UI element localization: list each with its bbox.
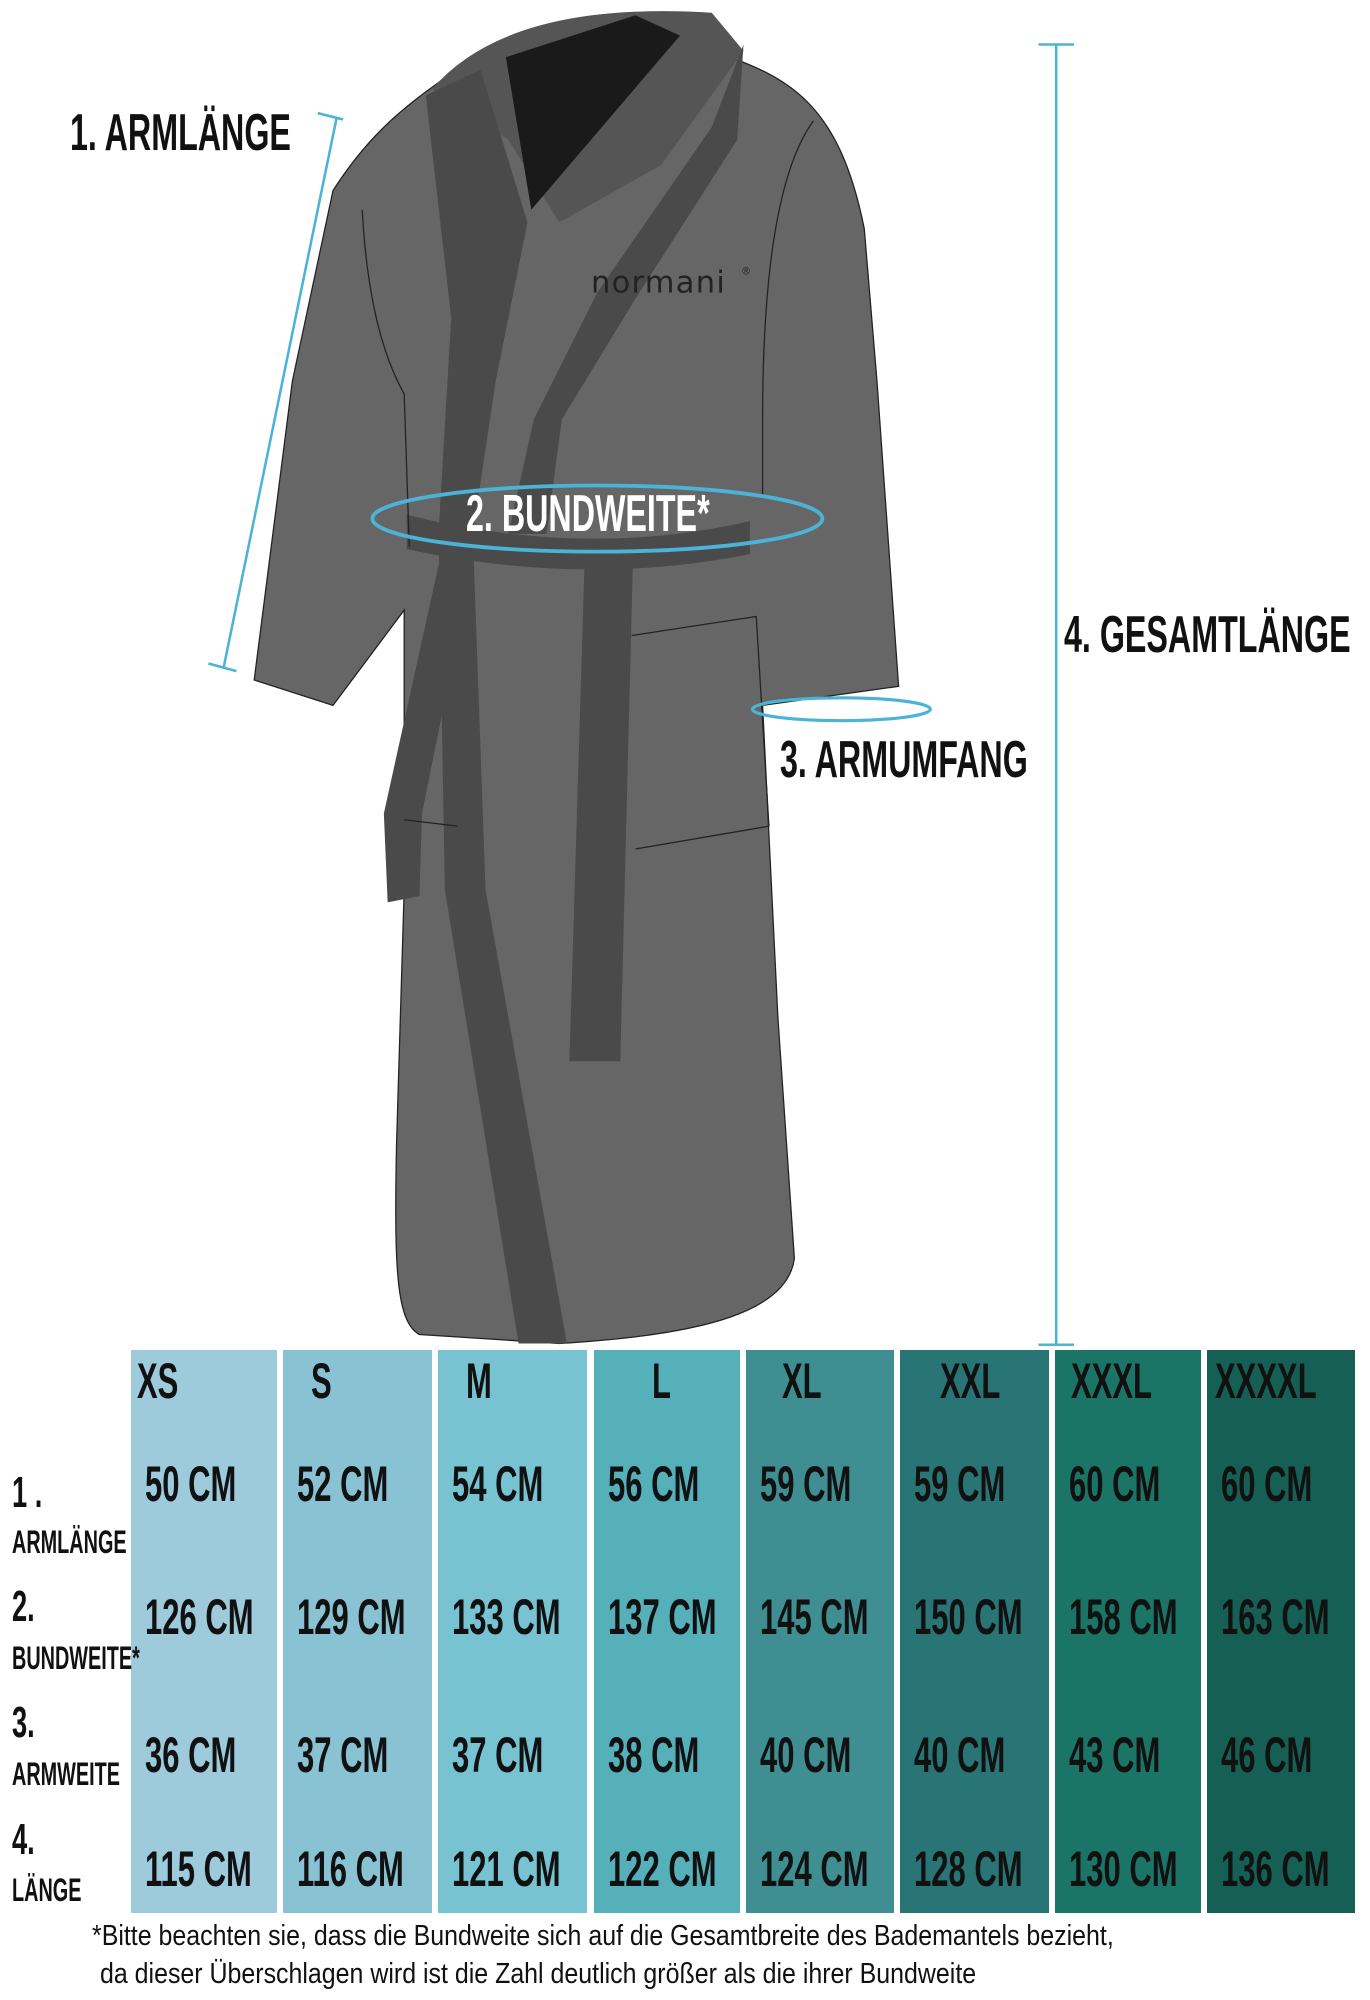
robe-neck-opening — [505, 15, 680, 210]
size-value: 37 CM — [452, 1727, 544, 1783]
size-header: XXL — [940, 1353, 1001, 1409]
brand-logo: normani — [591, 265, 726, 300]
size-value: 60 CM — [1221, 1456, 1313, 1512]
arm-length-label: 1. ARMLÄNGE — [70, 104, 291, 162]
row-number: 3. — [12, 1698, 35, 1747]
total-length-label: 4. GESAMTLÄNGE — [1064, 606, 1351, 664]
size-value: 137 CM — [608, 1589, 717, 1645]
size-value: 136 CM — [1221, 1841, 1330, 1897]
size-value: 40 CM — [914, 1727, 1006, 1783]
arm-length-cap-bottom — [208, 662, 237, 673]
size-header: XS — [137, 1353, 179, 1409]
size-header: XXXXL — [1215, 1353, 1317, 1409]
row-number: 2. — [12, 1582, 35, 1631]
size-value: 59 CM — [914, 1456, 1006, 1512]
size-value: 38 CM — [608, 1727, 700, 1783]
waist-ellipse — [370, 483, 825, 554]
size-value: 122 CM — [608, 1841, 717, 1897]
size-header: XXXL — [1071, 1353, 1152, 1409]
footnote-line-1: *Bitte beachten sie, dass die Bundweite … — [92, 1920, 1114, 1952]
size-column-xl — [746, 1350, 894, 1913]
size-column-xxl — [900, 1350, 1049, 1913]
size-value: 115 CM — [145, 1841, 252, 1897]
waist-label: 2. BUNDWEITE* — [466, 485, 710, 543]
size-value: 52 CM — [297, 1456, 389, 1512]
robe-pocket — [631, 615, 770, 850]
size-value: 40 CM — [760, 1727, 852, 1783]
size-column-m — [438, 1350, 587, 1913]
bathrobe-illustration: normani ® — [208, 11, 1074, 1346]
size-value: 56 CM — [608, 1456, 700, 1512]
size-value: 128 CM — [914, 1841, 1023, 1897]
size-value: 129 CM — [297, 1589, 406, 1645]
robe-belt — [406, 514, 750, 570]
size-header: S — [311, 1353, 332, 1409]
size-value: 37 CM — [297, 1727, 389, 1783]
arm-circumference-label: 3. ARMUMFANG — [780, 731, 1028, 789]
brand-logo-registered: ® — [741, 267, 751, 278]
row-label: BUNDWEITE* — [12, 1640, 140, 1676]
size-column-l — [594, 1350, 740, 1913]
size-value: 133 CM — [452, 1589, 561, 1645]
size-value: 54 CM — [452, 1456, 544, 1512]
size-column-xs — [131, 1350, 277, 1913]
row-label: LÄNGE — [12, 1872, 82, 1908]
size-column-xxxl — [1055, 1350, 1201, 1913]
robe-belt-tie-left — [383, 565, 468, 903]
size-value: 43 CM — [1069, 1727, 1161, 1783]
row-label: ARMLÄNGE — [12, 1524, 127, 1560]
size-value: 158 CM — [1069, 1589, 1178, 1645]
size-column-xxxxl — [1207, 1350, 1355, 1913]
row-label: ARMWEITE — [12, 1756, 121, 1792]
size-value: 59 CM — [760, 1456, 852, 1512]
robe-right-lapel — [508, 44, 744, 534]
size-value: 150 CM — [914, 1589, 1023, 1645]
size-value: 36 CM — [145, 1727, 237, 1783]
size-column-s — [283, 1350, 432, 1913]
size-value: 60 CM — [1069, 1456, 1161, 1512]
size-header: L — [652, 1353, 671, 1409]
robe-body — [253, 50, 900, 1345]
row-number: 1 . — [12, 1468, 43, 1517]
size-value: 50 CM — [145, 1456, 237, 1512]
size-header: M — [466, 1353, 492, 1409]
row-number: 4. — [12, 1815, 35, 1864]
robe-seam — [361, 120, 814, 827]
robe-left-lapel — [425, 69, 567, 1344]
size-value: 121 CM — [452, 1841, 561, 1897]
size-value: 124 CM — [760, 1841, 869, 1897]
size-value: 126 CM — [145, 1589, 254, 1645]
footnote-line-2: da dieser Überschlagen wird ist die Zahl… — [100, 1958, 977, 1990]
size-value: 116 CM — [297, 1841, 404, 1897]
size-value: 145 CM — [760, 1589, 869, 1645]
arm-length-cap-top — [317, 111, 344, 121]
arm-circumference-ellipse — [750, 696, 932, 723]
size-value: 130 CM — [1069, 1841, 1178, 1897]
size-value: 46 CM — [1221, 1727, 1313, 1783]
robe-belt-tie-right — [569, 559, 633, 1062]
arm-length-line — [222, 116, 339, 668]
size-header: XL — [782, 1353, 822, 1409]
size-value: 163 CM — [1221, 1589, 1330, 1645]
